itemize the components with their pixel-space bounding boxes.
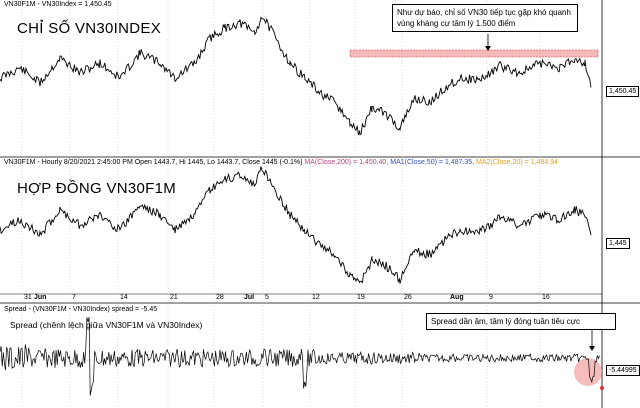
ma20-label: MA2(Close,20) = 1,484.94 [476, 159, 558, 166]
panel2-header: VN30F1M - Hourly 8/20/2021 2:45:00 PM Op… [4, 159, 558, 166]
x-label: 16 [542, 294, 550, 301]
x-label: 7 [72, 294, 76, 301]
panel2-ohlc: VN30F1M - Hourly 8/20/2021 2:45:00 PM Op… [4, 159, 303, 166]
x-label: 26 [404, 294, 412, 301]
panel2-price-label: 1,445 [606, 238, 630, 249]
vn30index-price-line [0, 16, 592, 136]
panel3-price-label: -5.44995 [606, 365, 640, 376]
x-label: 14 [120, 294, 128, 301]
x-label: 12 [312, 294, 320, 301]
panel2-title: HỢP ĐỒNG VN30F1M [17, 180, 177, 197]
x-label: 28 [216, 294, 224, 301]
x-label: 5 [265, 294, 269, 301]
x-label: Jul [244, 294, 255, 301]
x-label: Jun [34, 294, 47, 301]
spread-note: Spread dần âm, tâm lý đóng tuần tiêu cực [426, 313, 616, 330]
spread-line [0, 317, 600, 396]
vn30f1m-price-line [0, 166, 592, 284]
panel1-price-label: 1,450.45 [606, 86, 640, 97]
panel3-subtitle: Spread (chênh lệch giữa VN30F1M và VN30I… [10, 320, 203, 330]
resistance-note: Như dự báo, chỉ số VN30 tiếp tục gặp khó… [392, 4, 578, 32]
x-label: 19 [357, 294, 365, 301]
panel1-title: CHỈ SỐ VN30INDEX [17, 20, 162, 37]
ma200-label: MA(Close,200) = 1,450.40, [304, 159, 389, 166]
panel1-header: VN30F1M - VN30Index = 1,450.45 [4, 1, 112, 8]
resistance-zone [349, 49, 599, 58]
x-label: Aug [450, 294, 464, 301]
ma50-label: MA1(Close,50) = 1,487.35, [390, 159, 475, 166]
x-label: 31 [24, 294, 32, 301]
panel3-header: Spread - (VN30F1M - VN30Index) spread = … [4, 306, 158, 313]
x-label: 21 [170, 294, 178, 301]
x-label: 9 [489, 294, 493, 301]
